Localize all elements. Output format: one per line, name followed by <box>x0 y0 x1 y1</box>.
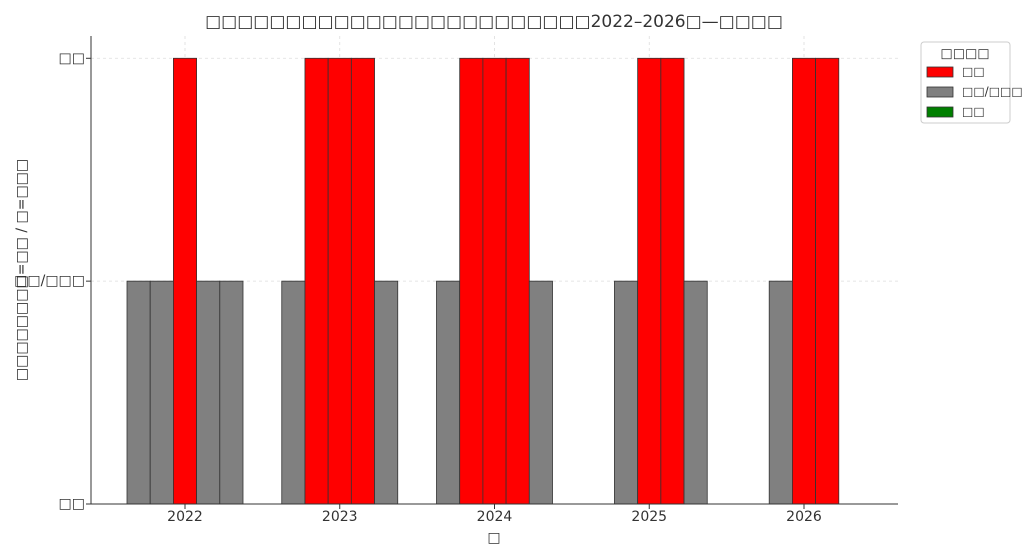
chart-title: □□□□□□□□□□□□□□□□□□□□□□□□2022–2026□—□□□□ <box>205 12 783 32</box>
legend-label: □□ <box>962 65 985 79</box>
legend-label: □□/□□□ <box>962 85 1023 99</box>
y-axis-label: □□□□□□□□=□□ / □=□□□ <box>14 159 30 381</box>
bar <box>505 57 530 505</box>
bar <box>327 57 352 505</box>
bar <box>459 57 484 505</box>
x-tick-label: 2025 <box>631 509 667 525</box>
bar <box>792 57 817 505</box>
legend-label: □□ <box>962 105 985 119</box>
bar <box>683 280 708 505</box>
bar <box>815 57 840 505</box>
bar <box>436 280 461 505</box>
bar <box>637 57 662 505</box>
x-tick-label: 2022 <box>167 509 203 525</box>
bar <box>350 57 375 505</box>
y-tick-label: □□ <box>59 50 85 66</box>
legend-title: □□□□ <box>940 47 989 62</box>
bar <box>196 280 221 505</box>
legend-swatch <box>926 86 954 98</box>
legend-box <box>920 41 1011 124</box>
x-tick-label: 2024 <box>477 509 513 525</box>
bar <box>660 57 685 505</box>
bar <box>219 280 244 505</box>
bar <box>482 57 507 505</box>
bar <box>149 280 174 505</box>
bar <box>614 280 639 505</box>
bar <box>126 280 151 505</box>
legend-swatch <box>926 106 954 118</box>
x-tick-label: 2023 <box>322 509 358 525</box>
legend-swatch <box>926 66 954 78</box>
bar <box>281 280 306 505</box>
bar <box>172 57 197 505</box>
bar <box>374 280 399 505</box>
bar <box>768 280 793 505</box>
y-tick-label: □□/□□□ <box>14 273 85 289</box>
bar <box>304 57 329 505</box>
x-tick-label: 2026 <box>786 509 822 525</box>
y-tick-label: □□ <box>59 496 85 512</box>
bar <box>528 280 553 505</box>
x-axis-label: □ <box>487 530 500 546</box>
